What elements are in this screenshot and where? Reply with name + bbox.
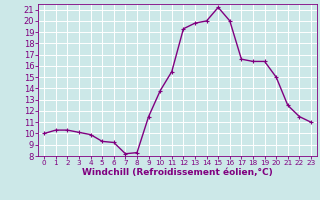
- X-axis label: Windchill (Refroidissement éolien,°C): Windchill (Refroidissement éolien,°C): [82, 168, 273, 177]
